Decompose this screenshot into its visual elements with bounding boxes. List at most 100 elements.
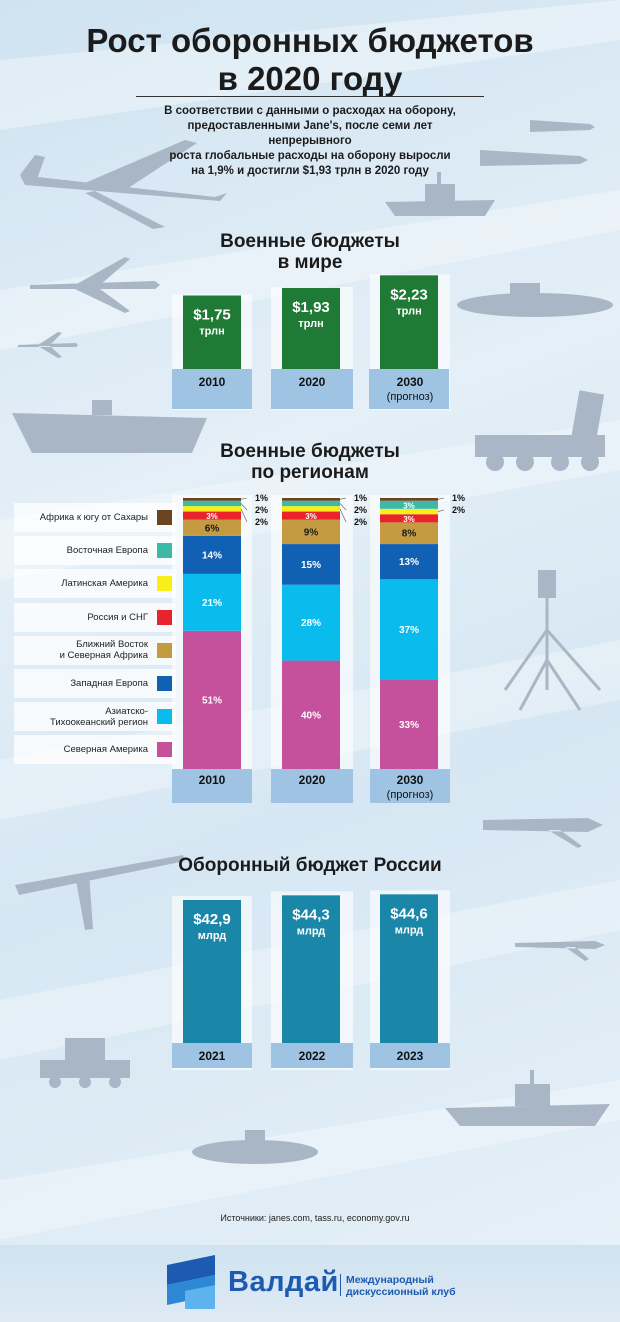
logo-separator xyxy=(340,1274,341,1296)
corvette-icon xyxy=(445,1070,610,1126)
bar-unit-label: трлн xyxy=(199,326,224,338)
callout-line xyxy=(240,503,248,511)
legend-item: Латинская Америка xyxy=(14,569,176,599)
legend-label-line: Латинская Америка xyxy=(61,578,148,590)
fighter-jet-icon xyxy=(30,257,160,313)
world-budgets-title: Военные бюджеты в мире xyxy=(150,231,470,273)
legend-swatch xyxy=(157,576,172,592)
legend-label: Африка к югу от Сахары xyxy=(40,512,148,523)
submarine-icon xyxy=(457,283,613,317)
segment-label: 8% xyxy=(402,529,417,540)
bar xyxy=(380,275,438,369)
callout-label: 1% xyxy=(255,493,268,503)
world-title-line-2: в мире xyxy=(277,252,343,273)
legend-item: Восточная Европа xyxy=(14,536,176,566)
stack-segment xyxy=(380,498,438,501)
callout-label: 2% xyxy=(452,505,465,515)
stack-segment xyxy=(282,500,340,507)
category-strip xyxy=(271,1043,353,1068)
regions-legend: Африка к югу от Сахары Восточная Европа Ла… xyxy=(14,503,176,769)
category-strip xyxy=(172,369,252,409)
category-strip xyxy=(369,369,449,409)
category-label: 2022 xyxy=(299,1049,326,1063)
aircraft-carrier-icon xyxy=(12,400,207,453)
segment-label: 3% xyxy=(403,501,415,510)
stack-segment xyxy=(380,508,438,515)
title-line-1: Рост оборонных бюджетов xyxy=(86,22,534,59)
legend-label-line: Россия и СНГ xyxy=(87,611,148,623)
logo-subtitle: Международный дискуссионный клуб xyxy=(346,1274,456,1298)
stack-segment xyxy=(380,544,438,580)
category-note: (прогноз) xyxy=(387,789,434,801)
bar-unit-label: млрд xyxy=(198,930,227,942)
bar-value-label: $2,23 xyxy=(390,286,428,303)
legend-label-line: Западная Европа xyxy=(70,677,148,689)
bar-value-label: $42,9 xyxy=(193,911,231,928)
callout-line xyxy=(339,497,347,500)
legend-swatch xyxy=(157,543,172,559)
stack-segment xyxy=(183,630,241,769)
sources-note: Источники: janes.com, tass.ru, economy.g… xyxy=(220,1213,410,1223)
category-label: 2020 xyxy=(299,773,326,787)
legend-swatch xyxy=(157,709,172,725)
bar xyxy=(282,287,340,369)
category-label: 2010 xyxy=(199,773,226,787)
legend-item: Ближний Восток и Северная Африка xyxy=(14,635,176,665)
valdai-logo-icon xyxy=(167,1255,215,1309)
stack-segment xyxy=(380,514,438,523)
segment-label: 15% xyxy=(301,560,321,571)
russia-budget-title: Оборонный бюджет России xyxy=(178,855,442,876)
callout-line xyxy=(339,508,347,523)
title-line-2: в 2020 году xyxy=(217,60,403,97)
segment-label: 28% xyxy=(301,618,321,629)
stack-segment xyxy=(282,660,340,769)
callout-label: 2% xyxy=(354,517,367,527)
stack-segment xyxy=(380,522,438,545)
bar-unit-label: млрд xyxy=(297,925,326,937)
missile-icon xyxy=(480,120,595,166)
russia-budget-chart: $42,9 млрд 2021 $44,3 млрд 2022 $44,6 млрд 2023 xyxy=(172,890,450,1070)
page-title: Рост оборонных бюджетов в 2020 году xyxy=(0,22,620,98)
radar-tower-icon xyxy=(503,570,602,711)
stack-segment xyxy=(282,511,340,520)
legend-item: Африка к югу от Сахары xyxy=(14,503,176,532)
bar-unit-label: млрд xyxy=(395,924,424,936)
missile-launcher-truck-icon xyxy=(475,390,605,471)
category-strip xyxy=(271,769,353,803)
legend-label: Восточная Европа xyxy=(67,545,148,556)
stack-segment xyxy=(183,500,241,507)
category-strip xyxy=(370,1043,450,1068)
legend-swatch xyxy=(157,675,172,691)
segment-label: 3% xyxy=(206,512,218,521)
category-label: 2020 xyxy=(299,375,326,389)
category-note: (прогноз) xyxy=(387,391,434,403)
stack-segment xyxy=(282,498,340,501)
logo-sub-line-1: Международный xyxy=(346,1274,434,1286)
stack-segment xyxy=(183,535,241,574)
legend-label: Северная Америка xyxy=(64,744,148,755)
callout-line xyxy=(437,497,445,500)
regional-budgets-chart: 51% 21% 14% 6% 3% 1% 2% 2% 2010 40% 28% 15% 9% 3% 1% 2%… xyxy=(172,493,465,803)
callout-label: 2% xyxy=(255,505,268,515)
segment-label: 40% xyxy=(301,710,321,721)
bomber-plane-icon xyxy=(20,140,227,229)
legend-swatch xyxy=(157,742,172,758)
category-strip xyxy=(271,369,353,409)
callout-label: 1% xyxy=(354,493,367,503)
stack-segment xyxy=(380,679,438,769)
category-strip xyxy=(172,1043,252,1068)
stack-segment xyxy=(282,519,340,545)
category-label: 2023 xyxy=(397,1049,424,1063)
bar-value-label: $1,93 xyxy=(292,299,330,316)
world-budgets-chart: $1,75 трлн 2010 $1,93 трлн 2020 $2,23 трлн 2030 (… xyxy=(172,274,450,410)
legend-label-line: Северная Америка xyxy=(63,744,148,756)
bar-value-label: $44,3 xyxy=(292,906,330,923)
footer xyxy=(0,1245,620,1322)
callout-line xyxy=(339,503,347,511)
category-label: 2010 xyxy=(199,375,226,389)
segment-label: 13% xyxy=(399,557,419,568)
legend-swatch xyxy=(157,642,172,658)
callout-label: 1% xyxy=(452,493,465,503)
segment-label: 21% xyxy=(202,598,222,609)
legend-label-line: Ближний Восток xyxy=(76,639,148,651)
